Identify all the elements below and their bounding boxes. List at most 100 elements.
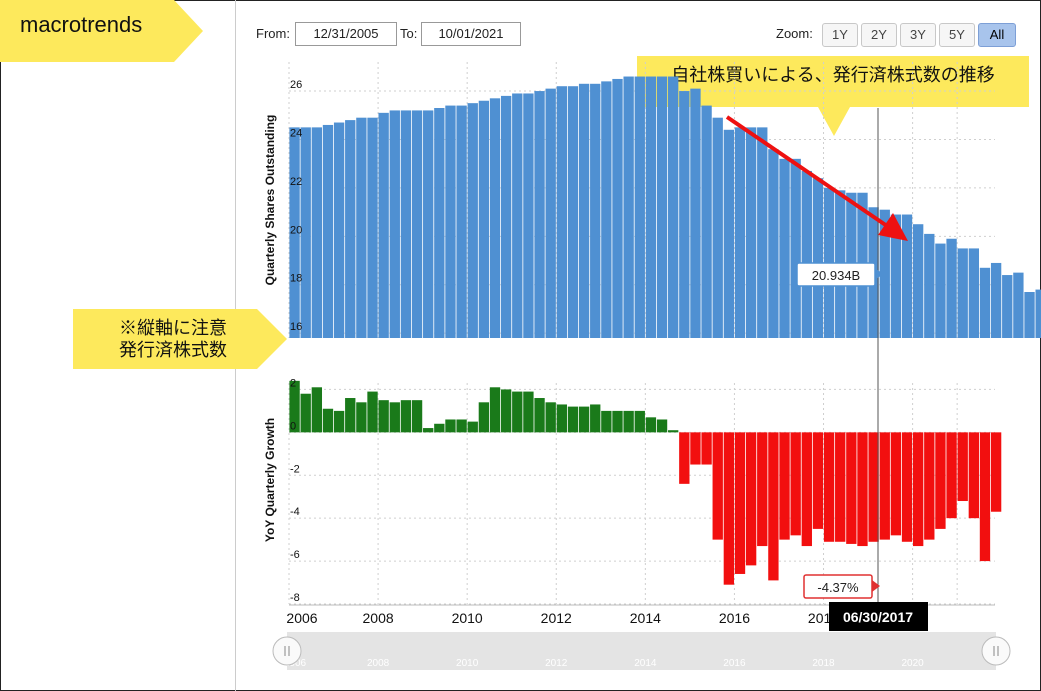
xtick-label: 2008 <box>363 610 394 626</box>
growth-bar <box>311 387 323 433</box>
shares-bar <box>812 178 824 338</box>
shares-ytick-label: 24 <box>290 127 302 139</box>
logo-callout: macrotrends <box>0 0 203 62</box>
shares-bar <box>489 98 501 338</box>
shares-bar <box>289 127 300 338</box>
shares-bar <box>712 117 723 339</box>
shares-bars <box>289 76 1041 339</box>
buyback-callout-bg <box>637 56 1029 136</box>
shares-tooltip-text: 20.934B <box>812 268 860 283</box>
shares-bar <box>478 100 490 338</box>
growth-bar <box>734 432 746 574</box>
shares-bar <box>879 209 890 338</box>
growth-ytick-label: -2 <box>290 463 300 475</box>
growth-bar <box>679 432 690 484</box>
shares-bar <box>745 127 757 338</box>
zoom-1y-button[interactable]: 1Y <box>822 23 858 47</box>
growth-tooltip-text: -4.37% <box>817 580 859 595</box>
shares-bar <box>578 83 590 338</box>
range-navigator[interactable]: 2006 2008 2010 2012 2014 2016 2018 2020 <box>272 632 1011 670</box>
shares-bar <box>656 76 668 339</box>
growth-bar <box>656 419 668 433</box>
growth-bar <box>823 432 835 542</box>
growth-bar <box>857 432 868 547</box>
shares-bar <box>345 120 356 339</box>
navigator-right-handle-circle[interactable] <box>981 636 1011 666</box>
shares-bar <box>723 129 735 338</box>
navigator-left-handle[interactable] <box>272 636 302 666</box>
growth-bar <box>345 398 356 433</box>
growth-bar <box>500 389 512 433</box>
zoom-2y-button[interactable]: 2Y <box>861 23 897 47</box>
shares-bar <box>801 170 812 338</box>
xtick-label: 2016 <box>719 610 750 626</box>
shares-bar <box>768 149 779 338</box>
navigator-right-handle[interactable] <box>981 636 1011 666</box>
growth-bar <box>456 419 467 433</box>
shares-bar <box>979 267 991 338</box>
navigator-year-label: 2016 <box>723 658 746 669</box>
shares-bar <box>1013 272 1024 338</box>
shares-bar <box>378 112 389 338</box>
shares-bar <box>523 93 534 338</box>
shares-bar <box>400 110 412 338</box>
axis-note-line2: 発行済株式数 <box>119 340 227 360</box>
growth-bar <box>868 432 879 542</box>
growth-bar <box>846 432 857 544</box>
zoom-label: Zoom: <box>776 26 813 41</box>
shares-bar <box>935 243 946 338</box>
growth-bar <box>612 410 623 433</box>
growth-bar <box>512 391 523 433</box>
from-label: From: <box>256 26 290 41</box>
navigator-left-handle-circle[interactable] <box>272 636 302 666</box>
growth-bar <box>957 432 968 502</box>
shares-bar <box>300 127 311 338</box>
shares-bar <box>968 248 980 338</box>
growth-bar <box>879 432 890 540</box>
zoom-3y-button[interactable]: 3Y <box>900 23 936 47</box>
shares-bar <box>1002 275 1013 338</box>
growth-bar <box>745 432 757 566</box>
growth-bar <box>434 423 445 433</box>
growth-bar <box>812 432 824 529</box>
growth-bar <box>423 428 434 433</box>
shares-bar <box>924 233 935 338</box>
shares-axis-label: Quarterly Shares Outstanding <box>263 115 277 286</box>
shares-bar <box>545 88 556 338</box>
growth-bar <box>968 432 980 519</box>
logo-callout-shape <box>0 0 203 62</box>
navigator-year-label: 2018 <box>812 658 835 669</box>
shares-bar <box>467 103 478 338</box>
date-tooltip: 06/30/2017 <box>829 602 928 631</box>
shares-bar <box>367 117 378 339</box>
trend-arrow-shaft <box>725 115 892 230</box>
navigator-track <box>287 632 996 670</box>
shares-ytick-label: 16 <box>290 321 302 333</box>
growth-bar <box>467 421 478 433</box>
buyback-callout-text: 自社株買いによる、発行済株式数の推移 <box>671 65 995 85</box>
navigator-year-label: 2014 <box>634 658 657 669</box>
growth-bar <box>668 430 679 433</box>
growth-bar <box>935 432 946 529</box>
shares-bar <box>634 76 645 339</box>
shares-bar <box>990 262 1002 338</box>
navigator-year-labels: 2006 2008 2010 2012 2014 2016 2018 2020 <box>284 658 924 669</box>
shares-bar <box>1035 289 1041 338</box>
growth-bar <box>701 432 712 465</box>
trend-arrow <box>725 115 908 241</box>
growth-bar <box>378 400 389 433</box>
growth-bar <box>567 406 579 433</box>
zoom-all-button[interactable]: All <box>978 23 1016 47</box>
shares-bar <box>567 86 579 338</box>
shares-ytick-label: 26 <box>290 79 302 91</box>
growth-bar <box>779 432 790 540</box>
zoom-5y-button[interactable]: 5Y <box>939 23 975 47</box>
to-date-input[interactable]: 10/01/2021 <box>421 22 521 46</box>
growth-bar <box>411 400 423 433</box>
buyback-callout-shape <box>637 56 1029 136</box>
from-date-input[interactable]: 12/31/2005 <box>295 22 397 46</box>
shares-bar <box>734 127 746 338</box>
growth-bar <box>946 432 957 519</box>
navigator-year-label: 2006 <box>284 658 307 669</box>
axis-note-line1: ※縦軸に注意 <box>119 318 227 338</box>
